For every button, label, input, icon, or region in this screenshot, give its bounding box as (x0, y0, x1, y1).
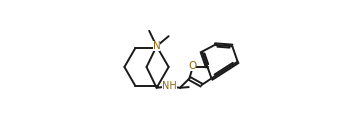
Text: O: O (188, 61, 196, 71)
Text: NH: NH (162, 81, 177, 91)
Text: N: N (153, 41, 160, 51)
